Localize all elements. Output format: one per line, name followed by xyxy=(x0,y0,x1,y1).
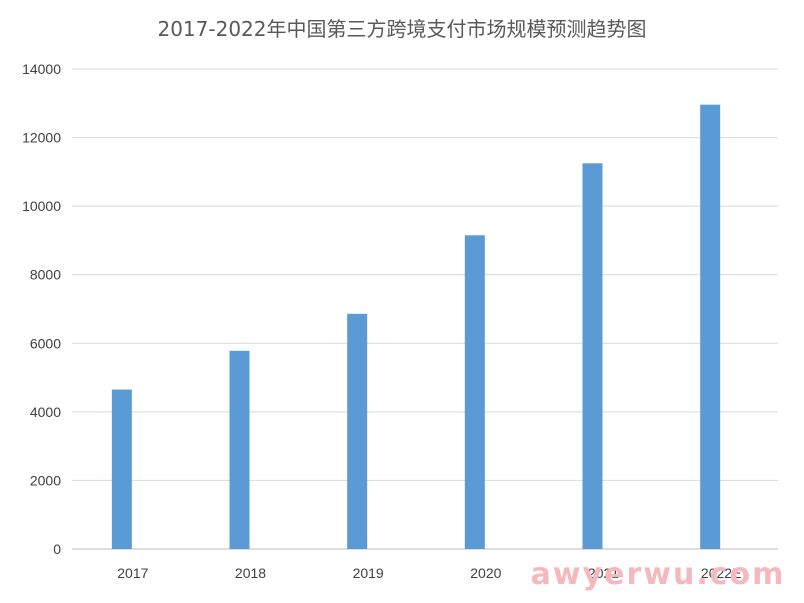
x-tick-label: 2018 xyxy=(235,565,266,581)
grid-lines xyxy=(72,68,778,550)
x-tick-label: 2019 xyxy=(353,565,384,581)
chart-title: 2017-2022年中国第三方跨境支付市场规模预测趋势图 xyxy=(157,17,646,41)
bar-2018 xyxy=(229,350,250,549)
bar-2017 xyxy=(111,389,132,549)
bars xyxy=(111,104,721,550)
y-tick-label: 10000 xyxy=(22,198,61,214)
bar-2020 xyxy=(464,235,485,550)
y-tick-label: 6000 xyxy=(30,335,61,351)
y-tick-label: 2000 xyxy=(30,472,61,488)
bar-2019 xyxy=(347,313,368,549)
bar-2022E xyxy=(700,104,721,550)
y-tick-label: 4000 xyxy=(30,404,61,420)
x-tick-label: 2021 xyxy=(588,565,619,581)
y-tick-label: 8000 xyxy=(30,267,61,283)
x-tick-label: 2017 xyxy=(117,565,148,581)
y-tick-label: 12000 xyxy=(22,130,61,146)
y-tick-label: 0 xyxy=(53,541,61,557)
x-tick-label: 2020 xyxy=(470,565,501,581)
bar-2021 xyxy=(582,163,603,550)
watermark: awyerwu.com xyxy=(531,557,786,592)
x-axis-ticks: 2017 2018 2019 2020 2021 2022E xyxy=(117,565,741,581)
y-tick-label: 14000 xyxy=(22,61,61,77)
x-tick-label: 2022E xyxy=(701,565,741,581)
y-axis-ticks: 0 2000 4000 6000 8000 10000 12000 14000 xyxy=(22,61,61,557)
